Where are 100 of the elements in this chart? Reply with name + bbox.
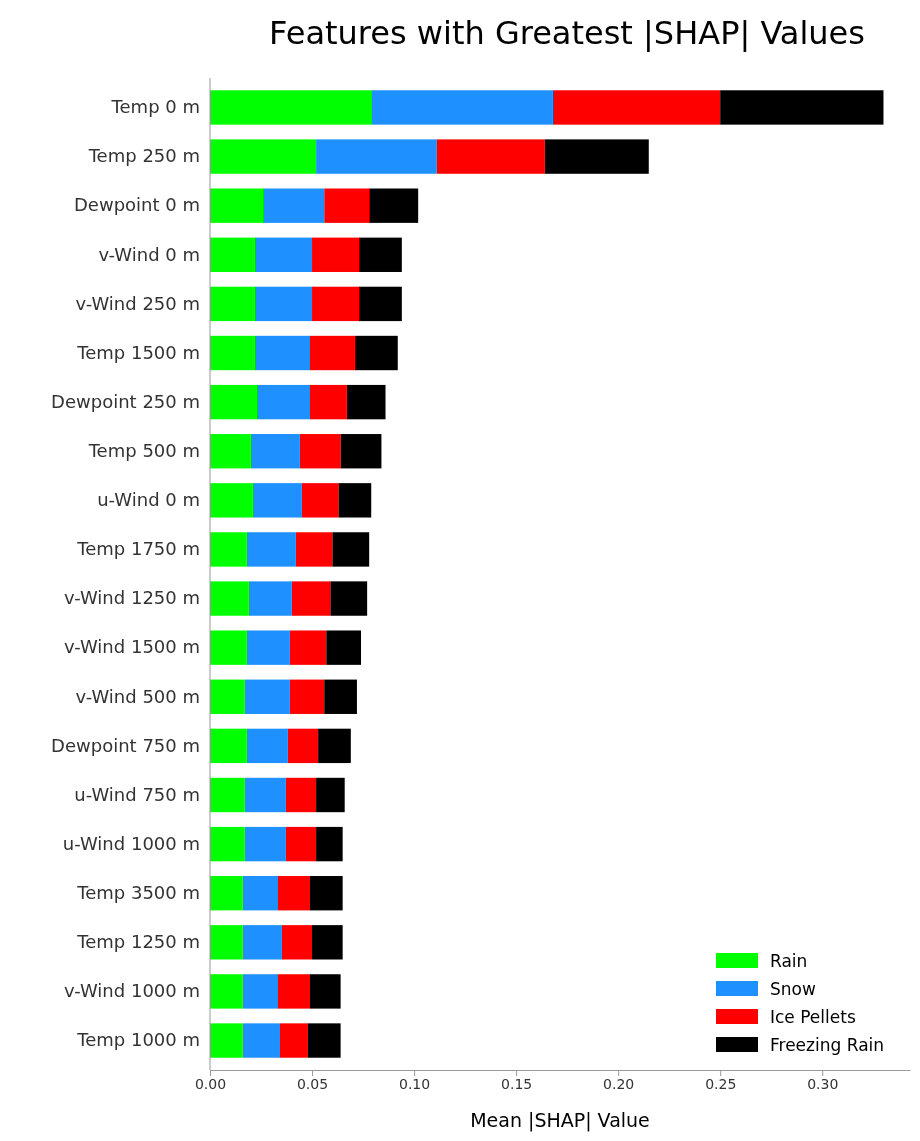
y-tick-label: u-Wind 1000 m [62,832,200,854]
x-tick-label: 0.20 [603,1075,635,1092]
bar [312,286,359,322]
bar [318,728,351,764]
bar [369,188,419,223]
y-tick-label: v-Wind 1250 m [64,587,200,609]
bar [326,630,362,665]
y-tick-label: Temp 500 m [87,439,200,461]
bar [210,335,255,371]
y-tick-label: Temp 3500 m [76,881,200,903]
bar [544,139,649,174]
y-tick-label: v-Wind 1000 m [64,980,200,1002]
bar [310,974,341,1009]
y-tick-label: v-Wind 500 m [75,685,200,707]
bar [281,925,313,960]
bar [210,483,253,518]
bar [210,532,247,567]
bar [210,679,245,714]
bar [254,237,313,272]
bar [256,384,310,420]
legend-label: Ice Pellets [770,1007,856,1027]
bar [289,630,327,665]
chart-title: Features with Greatest |SHAP| Values [269,14,865,52]
x-tick-label: 0.25 [705,1075,737,1092]
bar [244,679,290,714]
bar [263,188,325,223]
bar [279,1023,308,1058]
bar [291,581,331,616]
y-tick-label: Dewpoint 0 m [74,194,200,216]
bar [285,826,317,862]
y-tick-label: v-Wind 1500 m [64,636,200,658]
bar [310,335,355,371]
y-tick-label: Temp 1000 m [76,1029,200,1051]
bar [358,286,402,322]
bar [210,728,247,764]
bar [210,777,245,813]
bar [210,826,245,862]
bar [246,630,290,665]
y-tick-label: Temp 0 m [110,96,200,118]
bar [299,434,341,469]
bar [252,483,302,518]
x-tick-label: 0.05 [296,1075,329,1092]
bar [289,679,325,714]
bar [312,925,343,960]
bar [244,826,286,862]
bar [287,728,319,764]
bar [210,434,251,469]
bar [210,237,255,272]
bar [210,139,317,174]
y-tick-label: u-Wind 750 m [74,783,200,805]
y-tick-label: Dewpoint 250 m [51,390,200,412]
bar [210,90,372,125]
bar [248,581,292,616]
x-tick-label: 0.15 [501,1075,533,1092]
bar [254,286,313,322]
bar [246,532,296,567]
bar [285,777,317,813]
bar [307,1023,341,1058]
bar [552,90,721,125]
x-tick-label: 0.30 [807,1075,839,1092]
bar [324,188,370,223]
legend-label: Freezing Rain [770,1035,885,1055]
bar [242,974,278,1009]
bar [277,876,310,911]
bar [316,826,343,862]
bar [310,876,343,911]
bar [254,335,310,371]
bar [338,483,372,518]
bar [310,384,347,420]
bar [244,777,286,813]
bar [354,335,398,371]
y-tick-label: Temp 250 m [87,145,200,167]
bar [316,777,345,813]
bar [301,483,339,518]
bar [246,728,288,764]
bar [210,581,249,616]
bar [295,532,333,567]
bar [332,532,370,567]
x-tick-label: 0.10 [399,1075,431,1092]
bar [242,876,278,911]
bar [340,434,382,469]
bar [312,237,359,272]
bar [210,1023,243,1058]
bar [277,974,310,1009]
x-axis-title: Mean |SHAP| Value [470,1109,650,1132]
bar [210,630,247,665]
bar [210,384,257,420]
y-tick-label: Temp 1750 m [76,538,200,560]
bar [346,384,386,420]
bar [358,237,402,272]
bar [436,139,545,174]
bar [242,925,282,960]
y-tick-label: Dewpoint 750 m [51,734,200,756]
bar [210,286,255,322]
bar [316,139,437,174]
bar [242,1023,280,1058]
bar [330,581,368,616]
y-tick-label: u-Wind 0 m [97,489,200,511]
bar [210,925,243,960]
y-tick-label: Temp 1250 m [76,931,200,953]
